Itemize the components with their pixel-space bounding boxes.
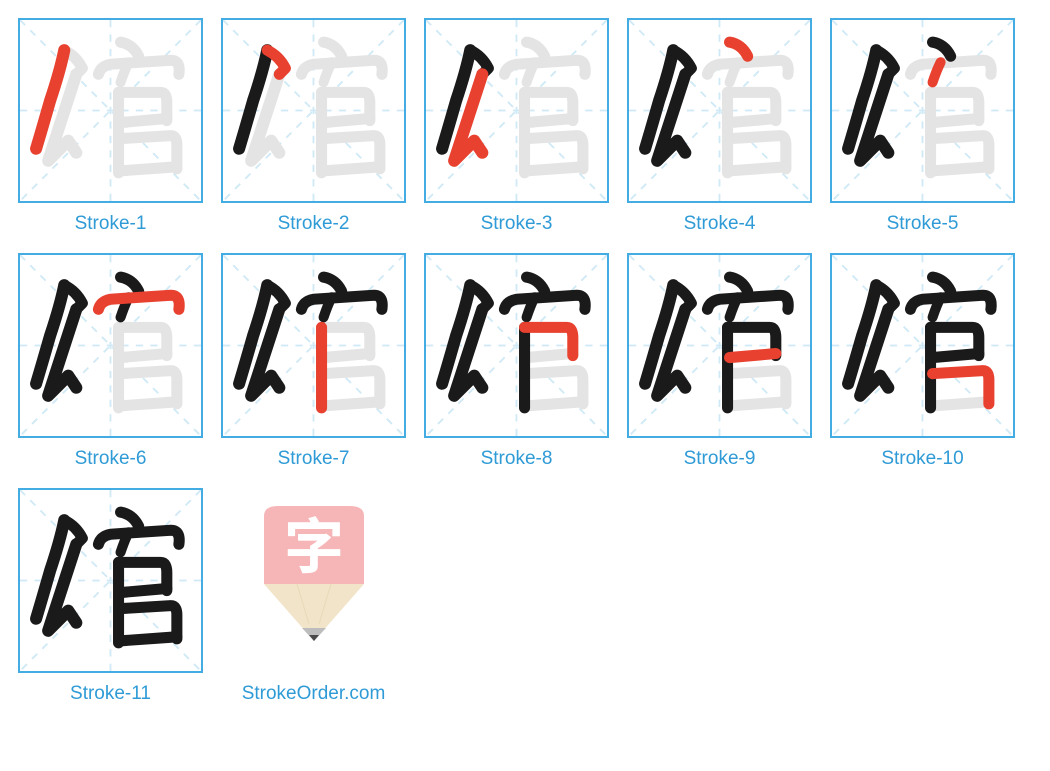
stroke-caption-3: Stroke-3 [481,213,553,235]
stroke-tile-10 [830,253,1015,438]
stroke-grid: Stroke-1 Stroke-2 Stroke-3 [18,18,1032,705]
stroke-tile-7 [221,253,406,438]
stroke-cell-1: Stroke-1 [18,18,203,235]
stroke-tile-1 [18,18,203,203]
stroke-caption-10: Stroke-10 [881,448,963,470]
stroke-cell-8: Stroke-8 [424,253,609,470]
stroke-caption-11: Stroke-11 [70,683,151,705]
stroke-tile-5 [830,18,1015,203]
logo-cell: 字 StrokeOrder.com [221,488,406,705]
stroke-tile-8 [424,253,609,438]
stroke-cell-5: Stroke-5 [830,18,1015,235]
stroke-caption-8: Stroke-8 [481,448,553,470]
logo-box: 字 [221,488,406,673]
stroke-cell-3: Stroke-3 [424,18,609,235]
stroke-cell-9: Stroke-9 [627,253,812,470]
logo-caption: StrokeOrder.com [242,683,386,705]
logo-icon: 字 [254,506,374,656]
stroke-caption-1: Stroke-1 [75,213,147,235]
stroke-cell-11: Stroke-11 [18,488,203,705]
stroke-caption-4: Stroke-4 [684,213,756,235]
stroke-caption-6: Stroke-6 [75,448,147,470]
stroke-caption-7: Stroke-7 [278,448,350,470]
stroke-cell-4: Stroke-4 [627,18,812,235]
stroke-tile-2 [221,18,406,203]
stroke-tile-11 [18,488,203,673]
stroke-caption-5: Stroke-5 [887,213,959,235]
stroke-cell-10: Stroke-10 [830,253,1015,470]
stroke-cell-6: Stroke-6 [18,253,203,470]
stroke-caption-2: Stroke-2 [278,213,350,235]
stroke-caption-9: Stroke-9 [684,448,756,470]
stroke-tile-9 [627,253,812,438]
stroke-tile-6 [18,253,203,438]
stroke-cell-7: Stroke-7 [221,253,406,470]
stroke-cell-2: Stroke-2 [221,18,406,235]
stroke-tile-3 [424,18,609,203]
svg-text:字: 字 [284,506,344,586]
stroke-tile-4 [627,18,812,203]
